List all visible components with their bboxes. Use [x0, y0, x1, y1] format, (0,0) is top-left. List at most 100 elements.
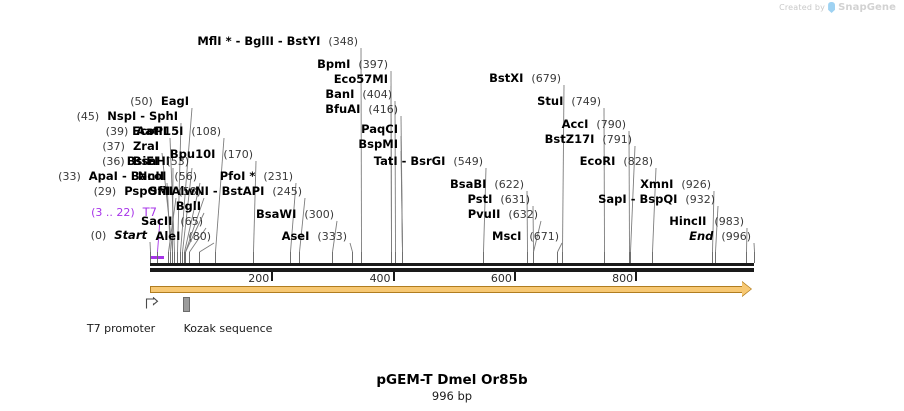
- orf-body: [150, 286, 744, 293]
- enzyme-label-sacii[interactable]: SacII (65): [141, 215, 203, 228]
- enzyme-label-pspomi[interactable]: (29) PspOMI: [94, 185, 173, 198]
- enzyme-label-bstxi[interactable]: BstXI (679): [489, 72, 561, 85]
- page-subtitle: 996 bp: [431, 389, 473, 403]
- enzyme-name: BstZ17I: [544, 132, 595, 146]
- enzyme-position: (56): [174, 170, 197, 183]
- restriction-site-tick: [395, 252, 396, 263]
- enzyme-name: PspOMI: [124, 184, 173, 198]
- restriction-site-tick: [332, 252, 333, 263]
- snapgene-watermark: Created by SnapGene: [779, 2, 896, 13]
- legend-label-t7-promoter: T7 promoter: [86, 322, 156, 335]
- enzyme-label-eagi[interactable]: (50) EagI: [130, 95, 189, 108]
- enzyme-label-bsabi[interactable]: BsaBI (622): [450, 178, 524, 191]
- backbone-bottom: [150, 268, 754, 272]
- enzyme-label-aatii[interactable]: (39) AatII: [106, 125, 167, 138]
- enzyme-name: BsaWI: [256, 207, 297, 221]
- enzyme-label-bsiei[interactable]: BsiEI (53): [127, 155, 189, 168]
- enzyme-name: BglII: [244, 34, 274, 48]
- enzyme-name: BstXI: [489, 71, 524, 85]
- enzyme-label-bpmi[interactable]: BpmI (397): [317, 58, 388, 71]
- enzyme-name-separator: -: [117, 169, 131, 183]
- enzyme-position: (632): [508, 208, 538, 221]
- enzyme-label-zrai[interactable]: (37) ZraI: [102, 140, 159, 153]
- enzyme-position: (679): [531, 72, 561, 85]
- enzyme-name: BfuAI: [325, 102, 361, 116]
- enzyme-position: (828): [623, 155, 653, 168]
- watermark-prefix: Created by: [779, 3, 826, 12]
- enzyme-position: (50): [130, 95, 153, 108]
- enzyme-label-hincii[interactable]: HincII (983): [669, 215, 744, 228]
- enzyme-name: SphI: [149, 109, 178, 123]
- enzyme-position: (300): [304, 208, 334, 221]
- enzyme-label-alei[interactable]: AleI (80): [155, 230, 211, 243]
- enzyme-name: SacII: [140, 214, 173, 228]
- enzyme-position: (996): [721, 230, 751, 243]
- enzyme-position: (333): [317, 230, 347, 243]
- enzyme-label-bstz17i[interactable]: BstZ17I (791): [545, 133, 632, 146]
- star-marker: *: [221, 34, 232, 48]
- restriction-site-tick: [604, 252, 605, 263]
- promoter-arrow-icon: [145, 297, 159, 309]
- restriction-site-tick: [177, 252, 178, 263]
- enzyme-name: AlwNI: [171, 184, 209, 198]
- enzyme-label-bpu10i[interactable]: Bpu10I (170): [170, 148, 253, 161]
- enzyme-name: EcoRI: [579, 154, 616, 168]
- restriction-site-tick: [391, 252, 392, 263]
- restriction-site-tick: [483, 252, 484, 263]
- enzyme-label-tati[interactable]: TatI - BsrGI (549): [374, 155, 483, 168]
- enzyme-name: BpmI: [317, 57, 351, 71]
- enzyme-label-stui[interactable]: StuI (749): [537, 95, 601, 108]
- enzyme-name-separator: -: [273, 34, 287, 48]
- enzyme-label-eco57mi[interactable]: Eco57MI: [334, 73, 388, 85]
- restriction-site-tick: [557, 252, 558, 263]
- enzyme-name-separator: -: [231, 34, 245, 48]
- enzyme-label-ncoi[interactable]: NcoI (56): [138, 170, 197, 183]
- enzyme-name: HincII: [669, 214, 707, 228]
- enzyme-label-psti[interactable]: PstI (631): [468, 193, 530, 206]
- axis-tick-label: 200: [248, 272, 270, 285]
- enzyme-label-bgli[interactable]: BglI: [176, 200, 201, 212]
- enzyme-label-bfuai[interactable]: BfuAI (416): [325, 103, 398, 116]
- enzyme-label-sfii[interactable]: SfiI (58): [149, 185, 201, 198]
- enzyme-label-bspmi[interactable]: BspMI: [358, 138, 398, 150]
- enzyme-name-separator: -: [136, 109, 150, 123]
- enzyme-label-ecop15i[interactable]: EcoP15I (108): [132, 125, 221, 138]
- enzyme-name-separator: -: [208, 184, 222, 198]
- enzyme-label-apai[interactable]: (33) ApaI - BanII: [58, 170, 164, 183]
- restriction-site-tick: [172, 252, 173, 263]
- enzyme-position: (983): [714, 215, 744, 228]
- enzyme-label-asei[interactable]: AseI (333): [282, 230, 347, 243]
- axis-tick-mark: [271, 272, 274, 281]
- enzyme-position: (108): [191, 125, 221, 138]
- enzyme-label-acci[interactable]: AccI (790): [562, 118, 626, 131]
- enzyme-position: (245): [272, 185, 302, 198]
- enzyme-label-xmni[interactable]: XmnI (926): [640, 178, 711, 191]
- enzyme-label-pfoi[interactable]: PfoI * (231): [220, 170, 293, 183]
- enzyme-label-paqci[interactable]: PaqCI: [361, 123, 398, 135]
- axis-tick-label: 600: [490, 272, 512, 285]
- enzyme-label-t7[interactable]: (3 .. 22) T7: [91, 206, 157, 219]
- enzyme-name: PaqCI: [361, 122, 398, 136]
- enzyme-label-bsahi[interactable]: (36) BsaHI: [102, 155, 170, 168]
- restriction-site-tick: [157, 252, 158, 263]
- enzyme-label-end[interactable]: End (996): [689, 230, 751, 243]
- enzyme-label-nspi[interactable]: (45) NspI - SphI: [77, 110, 178, 123]
- restriction-site-tick: [174, 252, 175, 263]
- enzyme-label-sapi[interactable]: SapI - BspQI (932): [598, 193, 715, 206]
- enzyme-label-pvuii[interactable]: PvuII (632): [468, 208, 538, 221]
- restriction-site-tick: [630, 252, 631, 263]
- enzyme-label-start[interactable]: (0) Start: [91, 229, 147, 242]
- enzyme-name: MflI: [197, 34, 222, 48]
- enzyme-label-mfli[interactable]: MflI * - BglII - BstYI (348): [197, 35, 358, 48]
- restriction-site-tick: [299, 252, 300, 263]
- enzyme-label-bani[interactable]: BanI (404): [325, 88, 392, 101]
- enzyme-label-msci[interactable]: MscI (671): [492, 230, 559, 243]
- enzyme-name: ApaI: [88, 169, 118, 183]
- enzyme-label-bsawi[interactable]: BsaWI (300): [256, 208, 334, 221]
- enzyme-position: (749): [571, 95, 601, 108]
- enzyme-label-ecori[interactable]: EcoRI (828): [580, 155, 653, 168]
- enzyme-name: StuI: [537, 94, 564, 108]
- enzyme-label-alwni[interactable]: AlwNI - BstAPI (245): [172, 185, 302, 198]
- restriction-site-tick: [189, 252, 190, 263]
